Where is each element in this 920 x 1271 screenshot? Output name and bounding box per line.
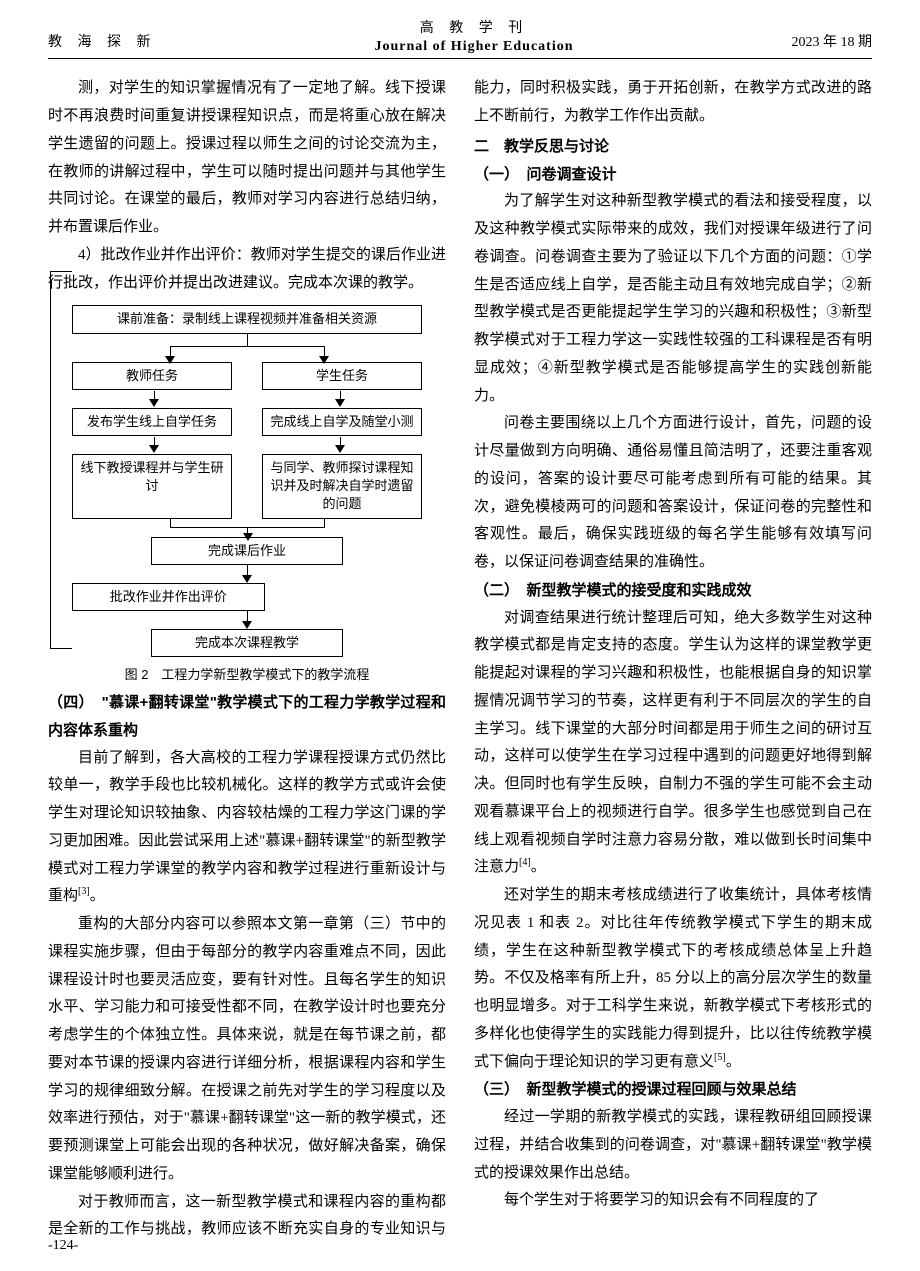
reference-4: [4] (519, 857, 531, 868)
page-number: -124- (48, 1233, 78, 1259)
flow-box-grade: 批改作业并作出评价 (72, 583, 265, 611)
issue-label: 2023 年 18 期 (792, 30, 873, 56)
flow-box-homework: 完成课后作业 (151, 537, 344, 565)
flow-box-prep: 课前准备：录制线上课程视频并准备相关资源 (72, 305, 422, 333)
journal-name-cn: 高 教 学 刊 (157, 20, 792, 38)
body-paragraph: 经过一学期的新教学模式的实践，课程教研组回顾授课过程，并结合收集到的问卷调查，对… (474, 1104, 872, 1187)
body-paragraph: 目前了解到，各大高校的工程力学课程授课方式仍然比较单一，教学手段也比较机械化。这… (48, 745, 446, 912)
flow-box-selfstudy: 完成线上自学及随堂小测 (262, 408, 422, 436)
reference-3: [3] (78, 886, 90, 897)
flow-box-teacher-task: 教师任务 (72, 362, 232, 390)
subsection-heading: （一） 问卷调查设计 (474, 161, 872, 189)
two-column-body: 测，对学生的知识掌握情况有了一定地了解。线下授课时不再浪费时间重复讲授课程知识点… (48, 75, 872, 1244)
body-paragraph: 问卷主要围绕以上几个方面进行设计，首先，问题的设计尽量做到方向明确、通俗易懂且简… (474, 410, 872, 577)
page-header: 教 海 探 新 高 教 学 刊 Journal of Higher Educat… (48, 20, 872, 59)
subsection-heading: （二） 新型教学模式的接受度和实践成效 (474, 577, 872, 605)
subsection-heading: （四） "慕课+翻转课堂"教学模式下的工程力学教学过程和内容体系重构 (48, 689, 446, 745)
body-paragraph: 测，对学生的知识掌握情况有了一定地了解。线下授课时不再浪费时间重复讲授课程知识点… (48, 75, 446, 242)
body-paragraph: 为了解学生对这种新型教学模式的看法和接受程度，以及这种教学模式实际带来的成效，我… (474, 188, 872, 410)
flow-box-complete: 完成本次课程教学 (151, 629, 344, 657)
section-heading: 二 教学反思与讨论 (474, 133, 872, 161)
body-paragraph: 对调查结果进行统计整理后可知，绝大多数学生对这种教学模式都是肯定支持的态度。学生… (474, 605, 872, 883)
flow-box-student-task: 学生任务 (262, 362, 422, 390)
flow-box-publish: 发布学生线上自学任务 (72, 408, 232, 436)
body-paragraph: 每个学生对于将要学习的知识会有不同程度的了 (474, 1187, 872, 1215)
flow-box-discuss: 与同学、教师探讨课程知识并及时解决自学时遗留的问题 (262, 454, 422, 519)
subsection-heading: （三） 新型教学模式的授课过程回顾与效果总结 (474, 1076, 872, 1104)
body-paragraph: 重构的大部分内容可以参照本文第一章第（三）节中的课程实施步骤，但由于每部分的教学… (48, 911, 446, 1189)
journal-name-en: Journal of Higher Education (157, 38, 792, 56)
figure-caption: 图 2 工程力学新型教学模式下的教学流程 (48, 663, 446, 687)
reference-5: [5] (714, 1052, 726, 1063)
body-paragraph: 4）批改作业并作出评价：教师对学生提交的课后作业进行批改，作出评价并提出改进建议… (48, 242, 446, 298)
header-section-name: 教 海 探 新 (48, 30, 157, 56)
flowchart-figure: 课前准备：录制线上课程视频并准备相关资源 教师任务 学生任务 发布学生线上自学任… (72, 305, 422, 657)
body-paragraph: 还对学生的期末考核成绩进行了收集统计，具体考核情况见表 1 和表 2。对比往年传… (474, 882, 872, 1076)
header-journal: 高 教 学 刊 Journal of Higher Education (157, 20, 792, 56)
flow-box-offline-teach: 线下教授课程并与学生研讨 (72, 454, 232, 519)
